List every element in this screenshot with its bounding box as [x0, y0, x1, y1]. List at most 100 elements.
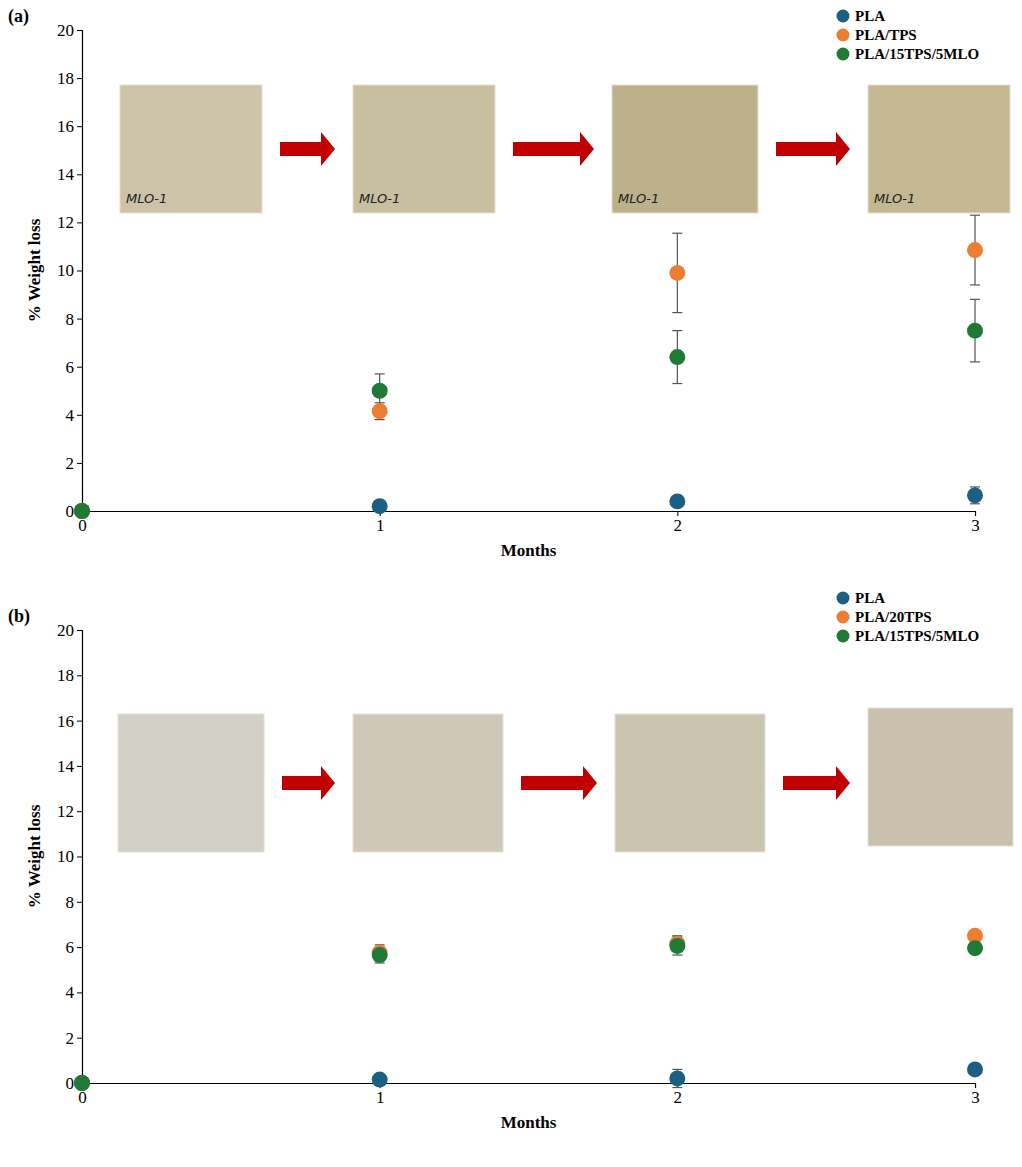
arrow — [783, 766, 850, 800]
tick-label: 10 — [57, 261, 74, 280]
point — [967, 487, 983, 503]
error-cap — [970, 299, 980, 300]
legend-swatch — [837, 592, 850, 605]
tick: 2 — [674, 511, 683, 535]
point — [669, 349, 685, 365]
photo-strip: MLO-1MLO-1MLO-1MLO-1 — [120, 85, 1010, 213]
tick-mark — [77, 463, 82, 464]
arrow — [282, 766, 335, 800]
tick-label: 8 — [66, 310, 75, 329]
point — [74, 1075, 90, 1091]
x-axis: 0123 — [78, 511, 980, 535]
tick: 20 — [57, 621, 82, 640]
axis-line — [77, 631, 83, 1084]
tick-mark — [77, 319, 82, 320]
legend-label: PLA/TPS — [855, 27, 917, 43]
photo — [615, 714, 765, 852]
axis-line — [83, 1084, 976, 1089]
tick-label: 1 — [376, 516, 385, 535]
photo — [868, 708, 1013, 846]
tick-label: 0 — [66, 502, 75, 521]
tick-mark — [77, 811, 82, 812]
error-cap — [375, 419, 385, 420]
points — [74, 323, 983, 519]
points — [74, 242, 983, 519]
tick-label: 3 — [971, 516, 980, 535]
tick-mark — [77, 857, 82, 858]
tick-label: 14 — [57, 165, 75, 184]
tick: 2 — [66, 1029, 83, 1048]
tick: 18 — [57, 69, 82, 88]
point — [74, 503, 90, 519]
point — [967, 323, 983, 339]
point — [669, 493, 685, 509]
tick-label: 0 — [66, 1074, 75, 1093]
tick-label: 6 — [66, 358, 75, 377]
y-axis: 02468101214161820 — [57, 21, 83, 521]
tick-mark — [77, 271, 82, 272]
points — [74, 1061, 983, 1091]
tick: 16 — [57, 712, 82, 731]
arrow — [513, 132, 594, 166]
panel-label: (b) — [8, 606, 30, 627]
tick-mark — [77, 721, 82, 722]
legend-label: PLA — [855, 8, 885, 24]
tick-mark — [77, 174, 82, 175]
tick: 8 — [66, 893, 83, 912]
point — [372, 1072, 388, 1088]
error-cap — [970, 503, 980, 504]
tick-mark — [77, 222, 82, 223]
tick: 10 — [57, 261, 82, 280]
tick: 18 — [57, 666, 82, 685]
photo — [353, 85, 495, 213]
point — [372, 947, 388, 963]
photo-label: MLO-1 — [126, 191, 167, 206]
tick-label: 4 — [66, 983, 75, 1002]
photo — [353, 714, 503, 852]
x-axis-title: Months — [501, 1113, 557, 1132]
error-cap — [672, 233, 682, 234]
tick: 6 — [66, 938, 83, 957]
tick-label: 4 — [66, 406, 75, 425]
legend: PLAPLA/TPSPLA/15TPS/5MLO — [837, 8, 980, 62]
error-cap — [970, 486, 980, 487]
legend-label: PLA — [855, 590, 885, 606]
series — [77, 1067, 980, 1087]
tick-label: 6 — [66, 938, 75, 957]
point — [967, 940, 983, 956]
tick-label: 2 — [66, 1029, 75, 1048]
axis-line — [77, 31, 83, 512]
legend-swatch — [837, 48, 850, 61]
legend-label: PLA/15TPS/5MLO — [855, 628, 979, 644]
photo — [868, 85, 1010, 213]
arrow — [776, 132, 850, 166]
series — [77, 299, 980, 511]
error-cap — [375, 373, 385, 374]
points — [74, 487, 983, 519]
tick-mark — [77, 947, 82, 948]
tick-mark — [77, 766, 82, 767]
axis-line — [83, 512, 976, 517]
tick-label: 12 — [57, 213, 74, 232]
point — [967, 242, 983, 258]
tick-label: 16 — [57, 712, 74, 731]
tick: 12 — [57, 213, 82, 232]
point — [74, 1075, 90, 1091]
tick: 4 — [66, 983, 83, 1002]
x-axis: 0123 — [78, 1083, 980, 1107]
tick: 6 — [66, 358, 83, 377]
tick-label: 2 — [66, 454, 75, 473]
tick: 1 — [376, 511, 385, 535]
point — [372, 383, 388, 399]
marks — [74, 215, 983, 519]
tick-label: 18 — [57, 69, 74, 88]
tick-mark — [77, 415, 82, 416]
error-cap — [672, 383, 682, 384]
points — [74, 938, 983, 1091]
point — [372, 498, 388, 514]
photo-label: MLO-1 — [618, 191, 659, 206]
tick-mark — [77, 902, 82, 903]
legend: PLAPLA/20TPSPLA/15TPS/5MLO — [837, 590, 980, 644]
error-cap — [672, 330, 682, 331]
arrow — [280, 132, 335, 166]
